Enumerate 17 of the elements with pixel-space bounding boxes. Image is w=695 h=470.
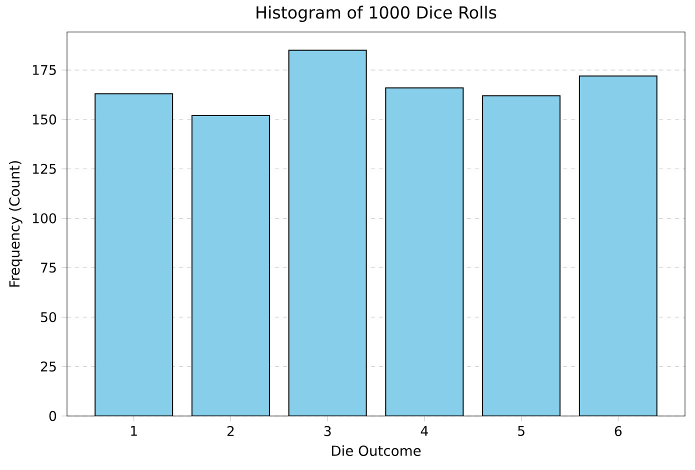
y-tick-label: 100 [32, 213, 56, 224]
y-tick-label: 150 [32, 114, 56, 125]
x-axis-title: Die Outcome [332, 445, 421, 456]
x-tick-label: 4 [420, 426, 428, 436]
y-tick-label: 75 [41, 262, 56, 273]
y-tick-label: 50 [41, 312, 56, 322]
y-tick-label: 0 [49, 410, 56, 422]
x-tick-label: 1 [131, 426, 137, 436]
x-tick-label: 3 [324, 426, 331, 436]
chart-title: Histogram of 1000 Dice Rolls [256, 6, 496, 22]
x-tick-label: 6 [614, 426, 622, 436]
y-tick-label: 25 [40, 362, 56, 372]
y-tick-label: 175 [32, 65, 56, 75]
y-axis-title: Frequency (Count) [8, 161, 22, 287]
y-tick-label: 125 [32, 164, 56, 174]
x-tick-label: 2 [227, 426, 234, 436]
x-tick-label: 5 [518, 426, 524, 436]
